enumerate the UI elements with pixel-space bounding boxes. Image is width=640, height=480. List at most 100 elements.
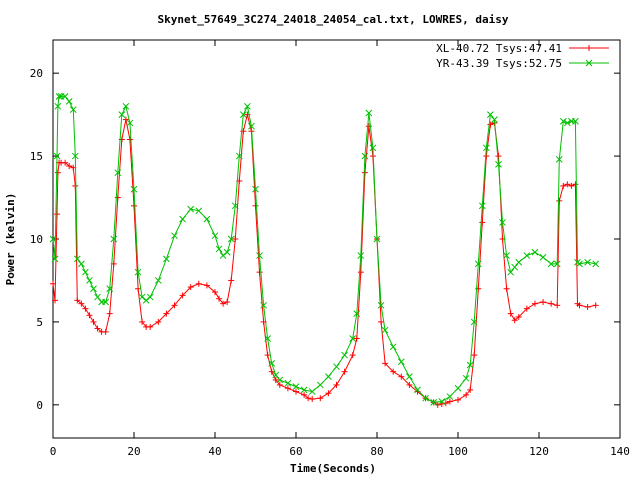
data-point xyxy=(333,363,340,371)
data-point xyxy=(55,93,63,100)
data-point xyxy=(219,252,227,259)
data-point xyxy=(560,182,567,189)
data-point xyxy=(276,376,284,384)
y-tick-label: 5 xyxy=(36,316,43,329)
data-point xyxy=(195,207,203,215)
data-point xyxy=(66,163,73,170)
data-point xyxy=(231,202,239,210)
x-tick-label: 0 xyxy=(50,445,57,458)
data-point xyxy=(301,391,308,398)
data-point xyxy=(284,379,292,387)
data-point xyxy=(135,285,142,292)
plot-frame xyxy=(52,39,621,439)
data-point xyxy=(572,181,579,188)
data-point xyxy=(260,301,267,309)
data-point xyxy=(390,368,397,375)
data-point xyxy=(470,318,478,326)
data-point xyxy=(495,161,502,168)
data-point xyxy=(316,381,324,389)
data-point xyxy=(463,391,470,398)
data-point xyxy=(349,335,357,342)
data-point xyxy=(71,152,79,160)
data-point xyxy=(523,305,530,312)
data-point xyxy=(155,318,162,325)
data-point xyxy=(147,323,154,330)
data-point xyxy=(256,252,263,259)
data-point xyxy=(90,318,97,325)
data-point xyxy=(467,386,474,393)
data-point xyxy=(556,197,563,204)
data-point xyxy=(78,300,85,307)
data-point xyxy=(130,185,138,193)
data-point xyxy=(584,303,591,310)
data-point xyxy=(50,280,56,287)
data-point xyxy=(293,388,299,395)
data-point xyxy=(235,152,243,160)
data-point xyxy=(268,368,275,375)
data-point xyxy=(215,245,223,253)
data-point xyxy=(559,117,567,125)
data-point xyxy=(482,144,490,152)
data-point xyxy=(487,121,494,128)
data-point xyxy=(540,299,547,306)
data-point xyxy=(341,351,348,359)
data-point xyxy=(398,373,405,380)
data-point xyxy=(554,302,561,309)
data-point xyxy=(74,297,81,304)
data-point xyxy=(515,313,522,320)
data-point xyxy=(73,255,81,263)
data-point xyxy=(53,152,61,160)
data-point xyxy=(361,152,369,160)
data-point xyxy=(353,335,360,342)
x-tick-label: 100 xyxy=(448,445,468,458)
data-point xyxy=(378,318,385,325)
data-point xyxy=(223,248,231,256)
data-point xyxy=(134,268,142,276)
data-point xyxy=(397,358,405,366)
data-point xyxy=(430,398,438,406)
data-point xyxy=(106,285,114,293)
x-tick-label: 120 xyxy=(529,445,549,458)
data-point xyxy=(361,169,368,176)
data-point xyxy=(454,384,462,392)
data-point xyxy=(406,381,413,388)
data-point xyxy=(163,255,170,263)
data-point xyxy=(349,352,356,359)
data-point xyxy=(61,93,69,100)
data-point xyxy=(511,317,518,324)
data-point xyxy=(414,386,421,394)
data-point xyxy=(507,310,514,317)
legend-label-xl: XL-40.72 Tsys:47.41 xyxy=(436,42,562,55)
x-axis-ticks: 0 20 40 60 80 100 120 140 xyxy=(50,40,630,458)
data-point xyxy=(272,371,280,379)
data-point xyxy=(86,312,93,319)
data-point xyxy=(195,280,202,287)
data-point xyxy=(382,360,389,367)
series-1 xyxy=(49,93,600,406)
data-point xyxy=(576,302,583,309)
data-point xyxy=(284,385,291,392)
data-point xyxy=(309,396,316,403)
data-point xyxy=(51,255,59,263)
data-point xyxy=(353,310,361,317)
data-point xyxy=(373,235,381,243)
data-point xyxy=(49,235,57,243)
data-point xyxy=(69,106,77,114)
data-point xyxy=(584,258,591,266)
data-point xyxy=(466,361,474,369)
data-point xyxy=(77,260,85,268)
data-point xyxy=(389,343,397,351)
data-point xyxy=(292,383,300,390)
data-point xyxy=(455,396,461,403)
data-point xyxy=(276,381,283,388)
data-point xyxy=(52,297,59,304)
data-point xyxy=(203,282,210,289)
data-point xyxy=(446,398,453,405)
data-point xyxy=(568,182,575,189)
data-point xyxy=(54,211,61,218)
data-point xyxy=(179,215,186,223)
data-point xyxy=(563,119,571,127)
data-point xyxy=(446,393,454,400)
data-point xyxy=(179,292,186,299)
